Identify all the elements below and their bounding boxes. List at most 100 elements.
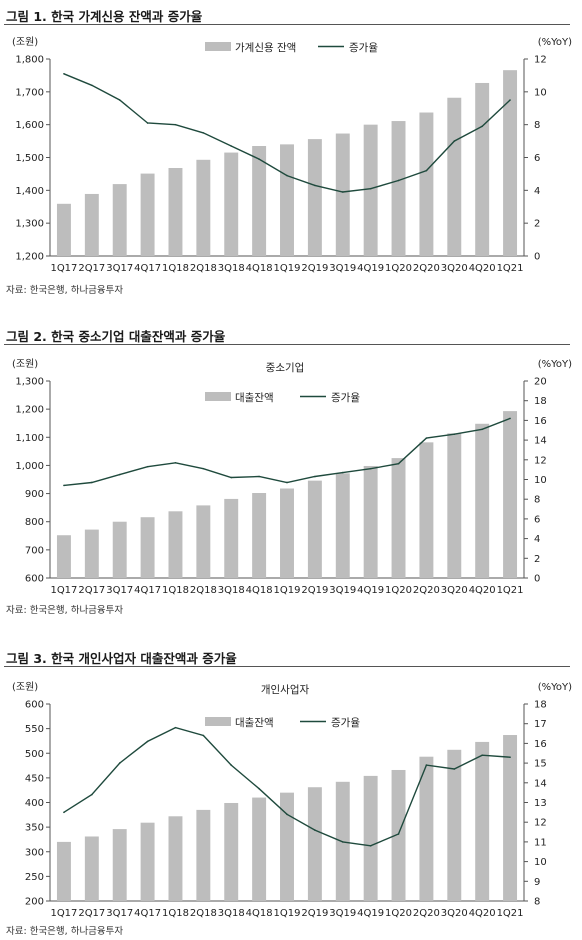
bar [503,735,518,901]
bar [307,787,322,901]
x-tick-label: 4Q19 [357,585,384,596]
growth-point [314,829,316,831]
y-right-tick-label: 17 [534,719,547,730]
growth-point [258,475,260,478]
growth-point [314,475,316,478]
growth-point [118,99,121,101]
legend-line-label: 증가율 [331,717,360,729]
y-right-tick-label: 10 [534,857,547,868]
x-tick-label: 1Q19 [274,263,301,274]
bar [140,822,155,901]
bar [363,465,378,578]
bar [196,809,211,901]
bar [56,535,71,578]
x-tick-label: 1Q18 [162,585,189,596]
bar [475,423,490,578]
growth-point [118,762,121,764]
growth-line [63,417,511,487]
chart-title: 그림 1. 한국 가계신용 잔액과 증가율 [6,9,203,24]
growth-point [397,179,400,182]
x-tick-label: 3Q20 [441,263,468,274]
y-left-tick-label: 250 [25,872,44,883]
growth-point [202,734,205,737]
y-left-tick-label: 900 [25,489,44,500]
y-left-tick-label: 450 [25,773,44,784]
growth-point [481,754,483,757]
y-left-unit: (조원) [12,681,38,693]
growth-point [453,768,456,770]
bar [391,769,406,901]
bar [419,442,434,578]
bar [363,775,378,901]
chart-svg: (조원) (%YoY) 600 700 800 900 1,000 1,100 1,200 1,3… [12,358,572,596]
bar [168,816,183,901]
bar [363,124,378,257]
y-right-tick-label: 4 [534,186,540,197]
x-tick-label: 3Q19 [329,585,356,596]
bar [419,112,434,256]
x-tick-label: 1Q17 [50,908,77,919]
chart-title: 그림 3. 한국 개인사업자 대출잔액과 증가율 [6,651,237,666]
y-right-tick-label: 10 [534,87,547,98]
bar [280,144,294,256]
y-right-unit: (%YoY) [538,37,572,48]
y-right-tick-label: 10 [534,475,547,486]
title-divider [4,344,570,345]
bar [391,458,406,578]
chart-source: 자료: 한국은행, 하나금융투자 [6,926,124,937]
y-right-tick-label: 12 [534,818,547,829]
y-right-tick-label: 16 [534,739,547,750]
bar [447,97,462,256]
bar [447,433,462,578]
y-right-tick-label: 12 [534,55,547,66]
x-tick-label: 2Q17 [78,585,105,596]
bar [224,152,239,256]
y-right-tick-label: 18 [534,700,547,711]
bar [196,505,211,578]
x-tick-label: 1Q21 [497,908,524,919]
y-right-tick-label: 9 [534,877,540,888]
legend-bar-swatch [205,392,231,401]
x-tick-label: 1Q17 [50,263,77,274]
y-right-tick-label: 14 [534,778,547,789]
chart-source: 자료: 한국은행, 하나금융투자 [6,285,124,296]
y-left-tick-label: 800 [25,517,44,528]
y-right-tick-label: 2 [534,554,540,565]
growth-point [369,187,372,190]
x-tick-label: 4Q18 [246,585,273,596]
chart-title: 그림 2. 한국 중소기업 대출잔액과 증가율 [6,329,226,344]
y-left-unit: (조원) [12,36,38,48]
bar [475,741,490,901]
y-right-tick-label: 6 [534,514,540,525]
y-left-tick-label: 600 [25,574,44,585]
bar [168,511,183,578]
x-tick-label: 3Q18 [218,908,245,919]
figure-2: 그림 2. 한국 중소기업 대출잔액과 증가율 (조원) (%YoY) 600 700… [0,320,582,620]
bar [196,159,211,256]
y-right-tick-label: 14 [534,436,547,447]
growth-point [63,72,65,75]
growth-point [425,764,428,766]
bar [252,146,267,256]
y-left-tick-label: 1,200 [15,405,44,416]
growth-point [509,417,511,420]
bar [475,82,490,256]
x-tick-label: 2Q18 [190,585,217,596]
growth-point [174,726,177,729]
x-tick-label: 1Q20 [385,908,412,919]
bar [84,836,99,901]
growth-point [146,465,149,468]
bar [224,802,239,901]
bar [335,473,350,578]
growth-point [425,437,428,439]
growth-point [63,484,65,487]
growth-point [286,481,288,484]
x-tick-label: 3Q20 [441,585,468,596]
x-tick-label: 1Q21 [497,263,524,274]
bar [280,488,294,578]
y-right-tick-label: 4 [534,534,540,545]
y-left-tick-label: 400 [25,798,44,809]
growth-point [453,140,456,142]
x-tick-label: 3Q19 [329,908,356,919]
y-left-tick-label: 1,400 [15,186,44,197]
